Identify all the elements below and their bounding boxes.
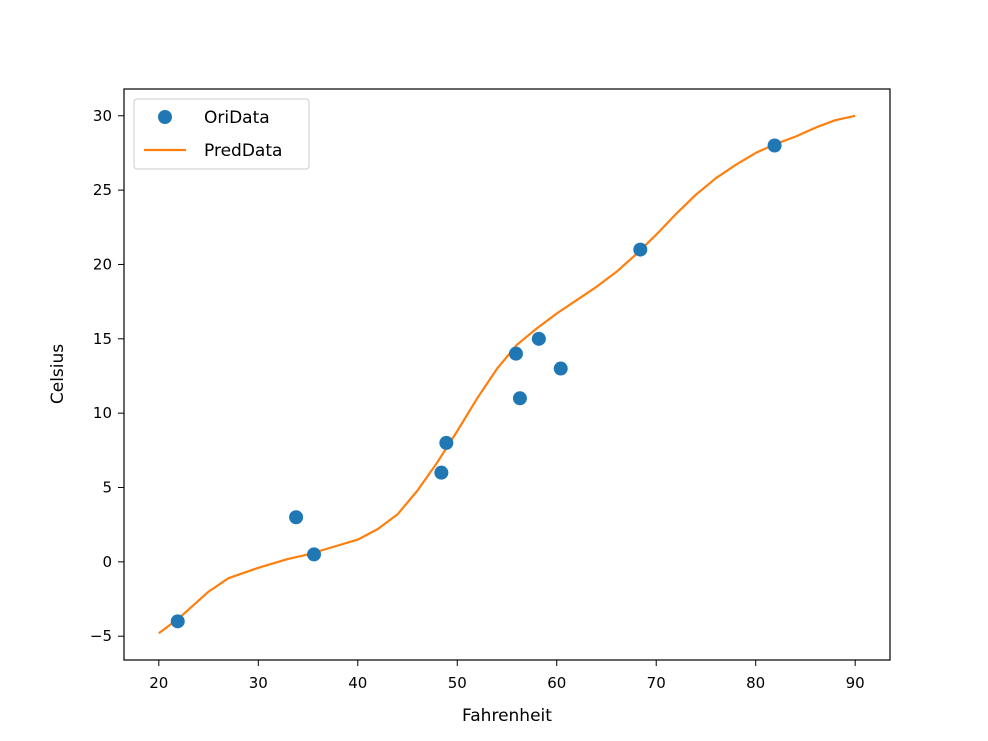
- x-tick-label: 70: [647, 674, 666, 692]
- y-tick-label: 20: [93, 255, 112, 273]
- oridata-point: [170, 614, 185, 629]
- plot-area: [158, 114, 856, 635]
- x-tick-label: 30: [249, 674, 268, 692]
- legend-frame: [133, 98, 310, 170]
- oridata-point: [633, 242, 648, 257]
- axis-ticks: 20 30 40 50 60 70 80 90 −5 0 5 10 15 20 25 30: [90, 107, 865, 692]
- axes-frame: [123, 88, 891, 661]
- y-tick-label: 5: [102, 479, 112, 497]
- y-tick-label: 25: [93, 181, 112, 199]
- oridata-point: [767, 138, 782, 153]
- oridata-point: [531, 331, 546, 346]
- x-tick-label: 40: [348, 674, 367, 692]
- y-tick-label: 0: [102, 553, 112, 571]
- x-tick-label: 50: [448, 674, 467, 692]
- oridata-point: [439, 435, 454, 450]
- legend-preddata-label: PredData: [204, 141, 282, 161]
- y-tick-label: 30: [93, 107, 112, 125]
- oridata-point: [434, 465, 449, 480]
- x-tick-label: 20: [149, 674, 168, 692]
- legend-oridata-label: OriData: [204, 108, 270, 128]
- y-tick-label: −5: [90, 627, 112, 645]
- legend-oridata-marker: [158, 110, 172, 124]
- y-tick-label: 15: [93, 330, 112, 348]
- x-tick-label: 90: [846, 674, 865, 692]
- oridata-point: [512, 391, 527, 406]
- y-axis-title: Celsius: [48, 344, 68, 404]
- oridata-point: [508, 346, 523, 361]
- y-tick-label: 10: [93, 404, 112, 422]
- legend: OriData PredData: [133, 98, 310, 170]
- x-tick-label: 80: [746, 674, 765, 692]
- x-tick-label: 60: [547, 674, 566, 692]
- oridata-point: [289, 510, 304, 525]
- oridata-point: [307, 547, 322, 562]
- preddata-line: [158, 114, 856, 635]
- oridata-point: [553, 361, 568, 376]
- x-axis-title: Fahrenheit: [462, 706, 552, 726]
